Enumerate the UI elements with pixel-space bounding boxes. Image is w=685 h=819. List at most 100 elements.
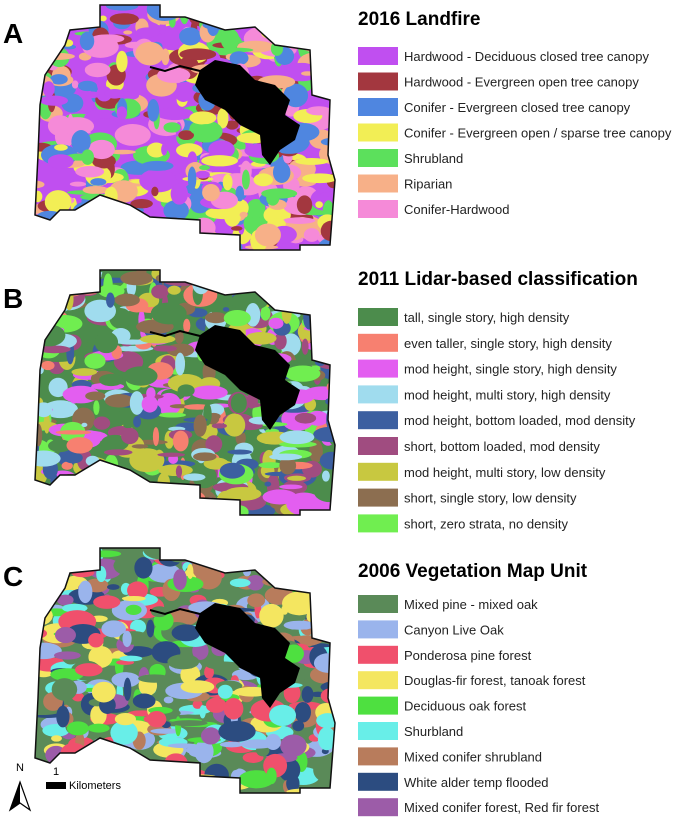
map-patch — [96, 469, 126, 485]
map-patch — [125, 604, 142, 615]
map-patch — [152, 427, 160, 447]
map-patch — [94, 198, 114, 222]
map-patch — [229, 234, 238, 242]
map-patch — [155, 274, 167, 282]
map-patch — [223, 204, 241, 227]
map-patch — [134, 773, 143, 780]
map-patch — [210, 550, 225, 563]
map-patch — [282, 217, 316, 224]
map-patch — [112, 496, 119, 512]
map-patch — [43, 400, 78, 419]
map-patch — [186, 548, 201, 560]
map-patch — [50, 498, 63, 515]
map-patch — [41, 556, 51, 576]
map-patch — [266, 767, 277, 785]
map-patch — [314, 577, 333, 591]
map-patch — [35, 642, 62, 660]
map-patch — [319, 591, 331, 613]
map-patch — [283, 683, 301, 704]
map-patch — [242, 752, 264, 763]
legend-label: Hardwood - Deciduous closed tree canopy — [404, 49, 649, 64]
map-patch — [193, 452, 217, 462]
map-patch — [87, 770, 113, 779]
map-patch — [269, 548, 293, 566]
map-patch — [217, 684, 233, 699]
map-patch — [196, 500, 214, 512]
map-patch — [171, 786, 192, 792]
map-patch — [108, 755, 138, 766]
map-patch — [177, 384, 195, 397]
map-patch — [133, 415, 142, 428]
map-patch — [234, 686, 271, 697]
map-patch — [261, 188, 298, 199]
map-patch — [208, 5, 219, 19]
map-patch — [317, 14, 326, 24]
map-patch — [81, 206, 104, 214]
map-patch — [42, 5, 60, 13]
map-patch — [326, 382, 335, 392]
legend-swatch — [358, 47, 398, 65]
legend-swatch — [358, 645, 398, 664]
map-patch — [223, 309, 251, 327]
map-patch — [163, 696, 174, 704]
legend-title: 2011 Lidar-based classification — [358, 269, 638, 290]
map-patch — [175, 766, 187, 783]
map-patch — [176, 143, 203, 158]
map-patch — [316, 70, 324, 90]
river — [149, 607, 201, 616]
map-patch — [96, 86, 113, 102]
map-patch — [119, 774, 145, 790]
map-patch — [268, 317, 284, 329]
legend-swatch — [358, 72, 398, 91]
map-patch — [158, 412, 187, 418]
map-patch — [114, 123, 151, 146]
map-patch — [54, 144, 68, 151]
map-patch — [35, 609, 40, 617]
map-patch — [180, 680, 215, 694]
map-patch — [269, 704, 297, 727]
map-patch — [213, 548, 234, 555]
map-patch — [91, 5, 99, 16]
map-patch — [195, 124, 216, 135]
map-patch — [93, 400, 100, 416]
map-patch — [50, 668, 84, 681]
legend-label: short, bottom loaded, mod density — [404, 439, 600, 454]
legend-swatch — [358, 722, 398, 740]
map-patch — [183, 318, 191, 333]
map-patch — [290, 11, 306, 27]
map-patch — [114, 494, 140, 505]
map-patch — [35, 774, 48, 793]
legend-swatch — [358, 385, 398, 404]
map-patch — [259, 278, 276, 299]
map-patch — [260, 25, 274, 39]
map-patch — [175, 465, 183, 478]
map-patch — [292, 720, 305, 732]
map-patch — [134, 557, 153, 579]
map-patch — [306, 286, 335, 294]
map-patch — [241, 169, 250, 190]
map-patch — [283, 620, 316, 630]
map-patch — [211, 548, 247, 557]
map-patch — [39, 95, 68, 106]
map-patch — [246, 281, 284, 287]
map-patch — [263, 21, 299, 35]
map-patch — [274, 550, 295, 559]
map-patch — [35, 503, 40, 511]
map-patch — [78, 91, 102, 99]
map-patch — [35, 180, 45, 189]
map-patch — [107, 584, 120, 590]
map-patch — [84, 62, 111, 78]
map-patch — [286, 788, 319, 793]
map-patch — [223, 413, 246, 437]
map-patch — [35, 402, 53, 418]
legend-label: Douglas-fir forest, tanoak forest — [404, 673, 586, 688]
map-patch — [204, 665, 214, 679]
map-patch — [317, 726, 335, 751]
map-patch — [231, 548, 250, 559]
map-patch — [71, 368, 98, 376]
map-patch — [264, 481, 272, 487]
map-patch — [192, 699, 203, 709]
map-patch — [43, 413, 51, 434]
map-patch — [41, 584, 51, 592]
map-patch — [130, 246, 143, 250]
